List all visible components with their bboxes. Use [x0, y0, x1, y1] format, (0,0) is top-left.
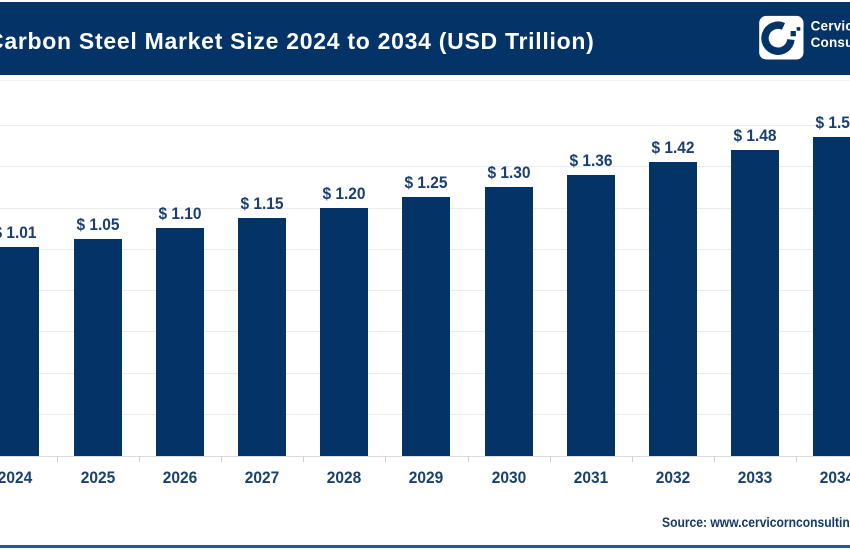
svg-text:Consulting: Consulting	[811, 35, 850, 50]
svg-text:Cervicorn: Cervicorn	[811, 19, 850, 34]
